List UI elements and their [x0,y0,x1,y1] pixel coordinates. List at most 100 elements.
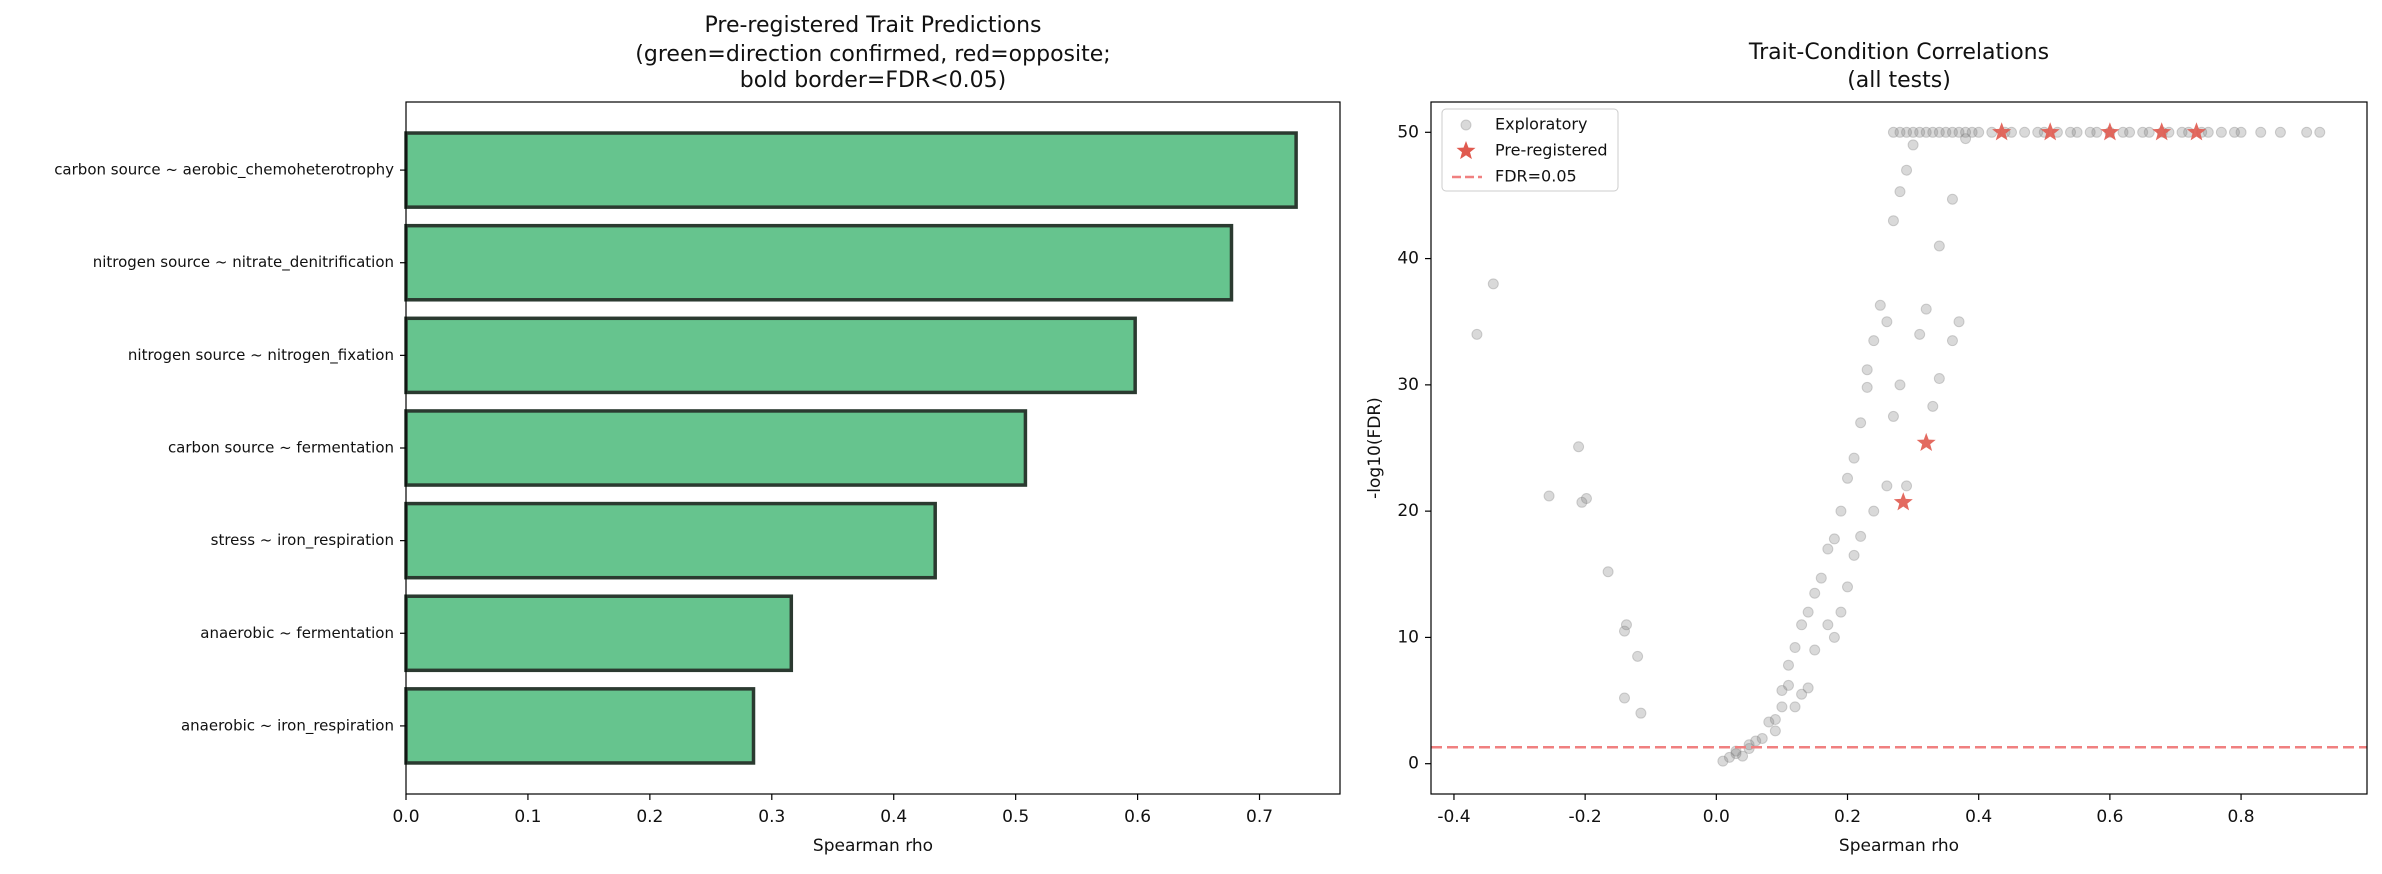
exploratory-point [1855,417,1867,429]
exploratory-point [1769,713,1781,725]
exploratory-point [1933,240,1945,252]
pre-registered-point [1916,432,1936,451]
x-tick-label: 0.6 [1124,807,1151,827]
exploratory-point [1933,126,1945,138]
exploratory-point [1927,400,1939,412]
exploratory-point [1730,748,1742,760]
exploratory-point [1946,335,1958,347]
x-tick-label: 0.0 [392,807,419,827]
exploratory-point [1953,316,1965,328]
exploratory-point [1822,619,1834,631]
pre-registered-point [2100,122,2120,141]
exploratory-point [1861,381,1873,393]
exploratory-point [1907,139,1919,151]
exploratory-point [1927,126,1939,138]
bar [404,223,1234,302]
y-tick-label: stress ~ iron_respiration [211,531,394,550]
x-tick-label: 0.6 [2096,807,2123,827]
exploratory-point [1576,496,1588,508]
exploratory-point [2215,126,2227,138]
y-tick-label: anaerobic ~ iron_respiration [181,716,394,735]
exploratory-point [1782,659,1794,671]
exploratory-point [1940,126,1952,138]
exploratory-point [1471,328,1483,340]
legend-label: Pre-registered [1495,141,1608,160]
exploratory-point [1914,126,1926,138]
exploratory-point [1848,549,1860,561]
x-tick-label: 0.1 [514,807,541,827]
exploratory-point [1868,335,1880,347]
exploratory-point [2229,126,2241,138]
y-tick-label: 50 [1397,122,1419,142]
exploratory-point [2274,126,2286,138]
exploratory-point [1802,606,1814,618]
exploratory-point [1815,572,1827,584]
x-tick-label: 0.7 [1246,807,1273,827]
exploratory-point [1868,505,1880,517]
bar [404,594,794,673]
exploratory-point [1835,606,1847,618]
exploratory-point [2235,126,2247,138]
x-tick-label: 0.2 [1834,807,1861,827]
legend-label: Exploratory [1495,115,1587,134]
exploratory-point [2091,126,2103,138]
chart-title: Trait-Condition Correlations [1748,40,2049,65]
exploratory-point [1763,716,1775,728]
exploratory-point [1973,126,1985,138]
bar [404,316,1137,395]
legend-marker [1456,141,1476,160]
exploratory-point [1960,126,1972,138]
y-axis-label: -log10(FDR) [1365,397,1385,499]
exploratory-point [1874,299,1886,311]
exploratory-point [1855,530,1867,542]
axes-frame [1430,101,2368,795]
exploratory-point [1920,303,1932,315]
exploratory-point [1737,750,1749,762]
exploratory-point [1618,692,1630,704]
exploratory-point [1901,126,1913,138]
exploratory-point [1809,644,1821,656]
exploratory-point [2255,126,2267,138]
exploratory-point [1782,679,1794,691]
exploratory-point [2143,126,2155,138]
x-tick-label: 0.0 [1703,807,1730,827]
exploratory-point [1632,650,1644,662]
exploratory-point [2084,126,2096,138]
exploratory-point [1618,625,1630,637]
exploratory-point [1986,126,1998,138]
exploratory-point [2032,126,2044,138]
exploratory-point [2202,126,2214,138]
exploratory-point [1828,631,1840,643]
exploratory-point [2124,126,2136,138]
pre-registered-point [1992,122,2012,141]
chart-title: (green=direction confirmed, red=opposite… [635,42,1110,67]
exploratory-point [1887,410,1899,422]
x-tick-label: -0.2 [1569,807,1602,827]
exploratory-point [1894,126,1906,138]
x-tick-label: 0.4 [880,807,907,827]
exploratory-point [1776,684,1788,696]
exploratory-point [2005,126,2017,138]
x-tick-label: 0.5 [1002,807,1029,827]
exploratory-point [1723,751,1735,763]
exploratory-point [1796,619,1808,631]
pre-registered-point [2040,122,2060,141]
exploratory-point [1828,533,1840,545]
exploratory-point [1822,543,1834,555]
x-axis-label: Spearman rho [1839,836,1959,856]
exploratory-point [2019,126,2031,138]
exploratory-point [1543,490,1555,502]
exploratory-point [1835,505,1847,517]
y-tick-label: 40 [1397,249,1419,269]
exploratory-point [1894,186,1906,198]
exploratory-point [1894,379,1906,391]
exploratory-point [1809,587,1821,599]
y-tick-label: 20 [1397,501,1419,521]
bar [404,501,937,580]
exploratory-point [1901,480,1913,492]
exploratory-point [1842,581,1854,593]
exploratory-point [1580,493,1592,505]
pre-registered-point [2186,122,2206,141]
y-tick-label: carbon source ~ fermentation [168,439,394,457]
